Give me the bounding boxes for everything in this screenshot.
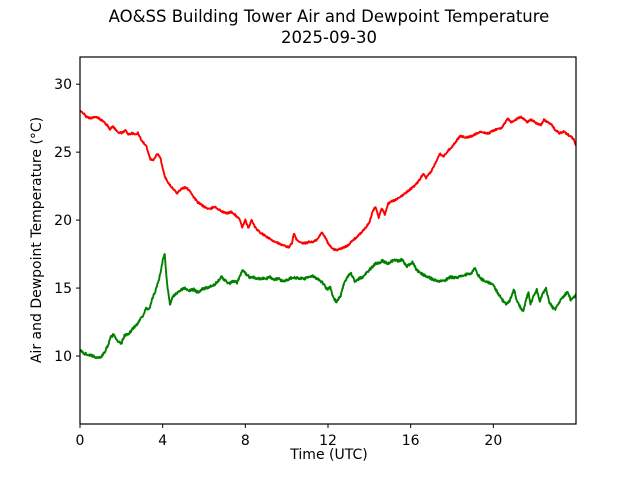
x-tick-label: 4 bbox=[158, 433, 167, 449]
x-tick-label: 12 bbox=[319, 433, 337, 449]
series-air-temperature-line bbox=[80, 110, 576, 252]
x-tick-label: 8 bbox=[241, 433, 250, 449]
plot-spines bbox=[79, 56, 577, 425]
chart-title-block: AO&SS Building Tower Air and Dewpoint Te… bbox=[81, 7, 577, 48]
series-dewpoint-temperature-line bbox=[80, 253, 576, 360]
x-tick-label: 20 bbox=[484, 433, 502, 449]
x-tick-label: 16 bbox=[402, 433, 420, 449]
y-tick-label: 25 bbox=[54, 145, 72, 161]
y-tick-label: 15 bbox=[54, 281, 72, 297]
x-tick-label: 0 bbox=[76, 433, 85, 449]
y-tick-label: 10 bbox=[54, 349, 72, 365]
y-tick-label: 20 bbox=[54, 213, 72, 229]
chart-date: 2025-09-30 bbox=[281, 27, 377, 47]
y-tick-label: 30 bbox=[54, 77, 72, 93]
chart-title: AO&SS Building Tower Air and Dewpoint Te… bbox=[108, 7, 550, 26]
y-axis-label: Air and Dewpoint Temperature (°C) bbox=[29, 116, 45, 364]
x-axis-label: Time (UTC) bbox=[290, 447, 368, 463]
